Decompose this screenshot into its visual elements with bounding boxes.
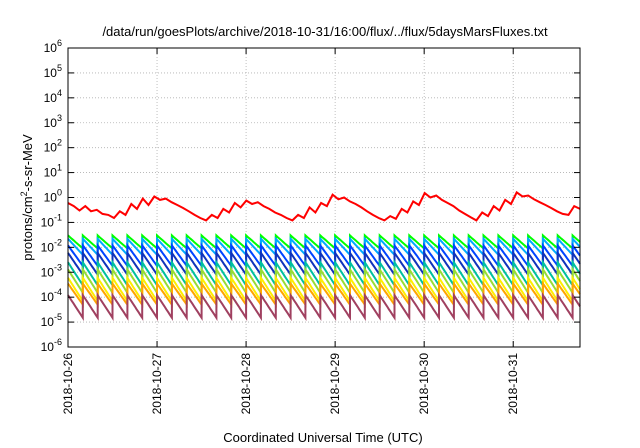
series-line-8	[67, 274, 581, 305]
x-tick-label: 2018-10-26	[61, 353, 75, 415]
series-line-5	[67, 249, 581, 279]
y-tick-label: 100	[44, 188, 62, 205]
series-line-2	[67, 233, 581, 251]
chart-title: /data/run/goesPlots/archive/2018-10-31/1…	[102, 24, 548, 39]
y-tick-label: 101	[44, 163, 62, 180]
y-tick-label: 103	[44, 113, 62, 130]
x-tick-label: 2018-10-28	[239, 353, 253, 415]
series-line-1	[67, 190, 581, 222]
y-tick-label: 10-6	[41, 337, 62, 354]
x-tick-label: 2018-10-31	[506, 353, 520, 415]
y-tick-label: 10-2	[41, 237, 62, 254]
series-line-4	[67, 242, 581, 270]
y-tick-label: 10-4	[41, 287, 62, 304]
y-axis-title-rest: -s-sr-MeV	[20, 134, 35, 191]
x-axis-title: Coordinated Universal Time (UTC)	[223, 430, 422, 445]
y-tick-label: 102	[44, 138, 62, 155]
series-line-10	[67, 291, 581, 322]
y-tick-label: 10-1	[41, 212, 62, 229]
series-line-3	[67, 236, 581, 258]
y-tick-label: 106	[44, 38, 62, 55]
y-axis-title: protons/cm2-s-sr-MeV	[19, 134, 35, 261]
series-line-9	[67, 280, 581, 309]
series-line-6	[67, 258, 581, 289]
series-group	[67, 190, 581, 322]
y-tick-label: 105	[44, 63, 62, 80]
y-tick-label: 104	[44, 88, 62, 105]
x-axis: 2018-10-26 2018-10-27 2018-10-28 2018-10-29…	[61, 48, 520, 414]
series-line-7	[67, 265, 581, 297]
x-tick-label: 2018-10-30	[417, 353, 431, 415]
x-tick-label: 2018-10-29	[328, 353, 342, 415]
y-axis-title-exp: 2	[19, 191, 29, 196]
y-tick-label: 10-3	[41, 262, 62, 279]
y-axis: 10-6 10-5 10-4 10-3 10-2 10-1 100 101 102 103 104 1…	[41, 38, 580, 354]
y-tick-label: 10-5	[41, 312, 62, 329]
x-tick-label: 2018-10-27	[150, 353, 164, 415]
y-axis-title-base: protons/cm	[20, 196, 35, 260]
